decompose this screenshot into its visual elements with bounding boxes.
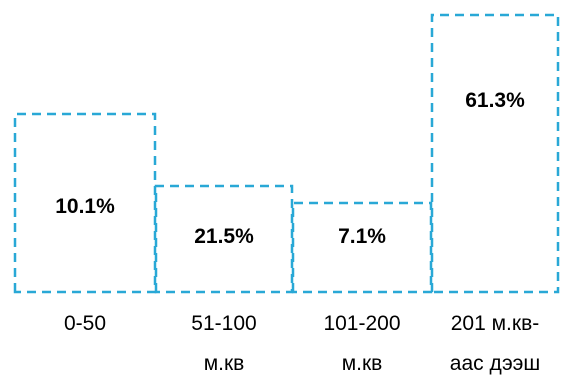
bars-group bbox=[13, 13, 560, 294]
bar-2 bbox=[291, 201, 433, 294]
category-label-2-line-0: 101-200 bbox=[323, 312, 400, 335]
value-label-3: 61.3% bbox=[465, 89, 525, 112]
category-label-2-line-1: м.кв bbox=[342, 352, 383, 375]
value-labels-group: 10.1% 21.5% 7.1% 61.3% bbox=[55, 89, 525, 248]
bar-3 bbox=[430, 13, 560, 294]
category-label-1-line-1: м.кв bbox=[204, 352, 245, 375]
value-label-1: 21.5% bbox=[194, 225, 254, 248]
bar-1 bbox=[154, 184, 294, 294]
category-label-3-line-0: 201 м.кв- bbox=[451, 312, 539, 335]
category-labels-group: 0-50 51-100 м.кв 101-200 м.кв 201 м.кв-аас дэ… bbox=[64, 312, 540, 375]
category-label-3-line-1: аас дээш bbox=[450, 352, 540, 375]
value-label-0: 10.1% bbox=[55, 195, 115, 218]
value-label-2: 7.1% bbox=[338, 225, 386, 248]
category-label-1-line-0: 51-100 bbox=[191, 312, 256, 335]
category-label-0-line-0: 0-50 bbox=[64, 312, 106, 335]
bar-0 bbox=[13, 112, 157, 294]
